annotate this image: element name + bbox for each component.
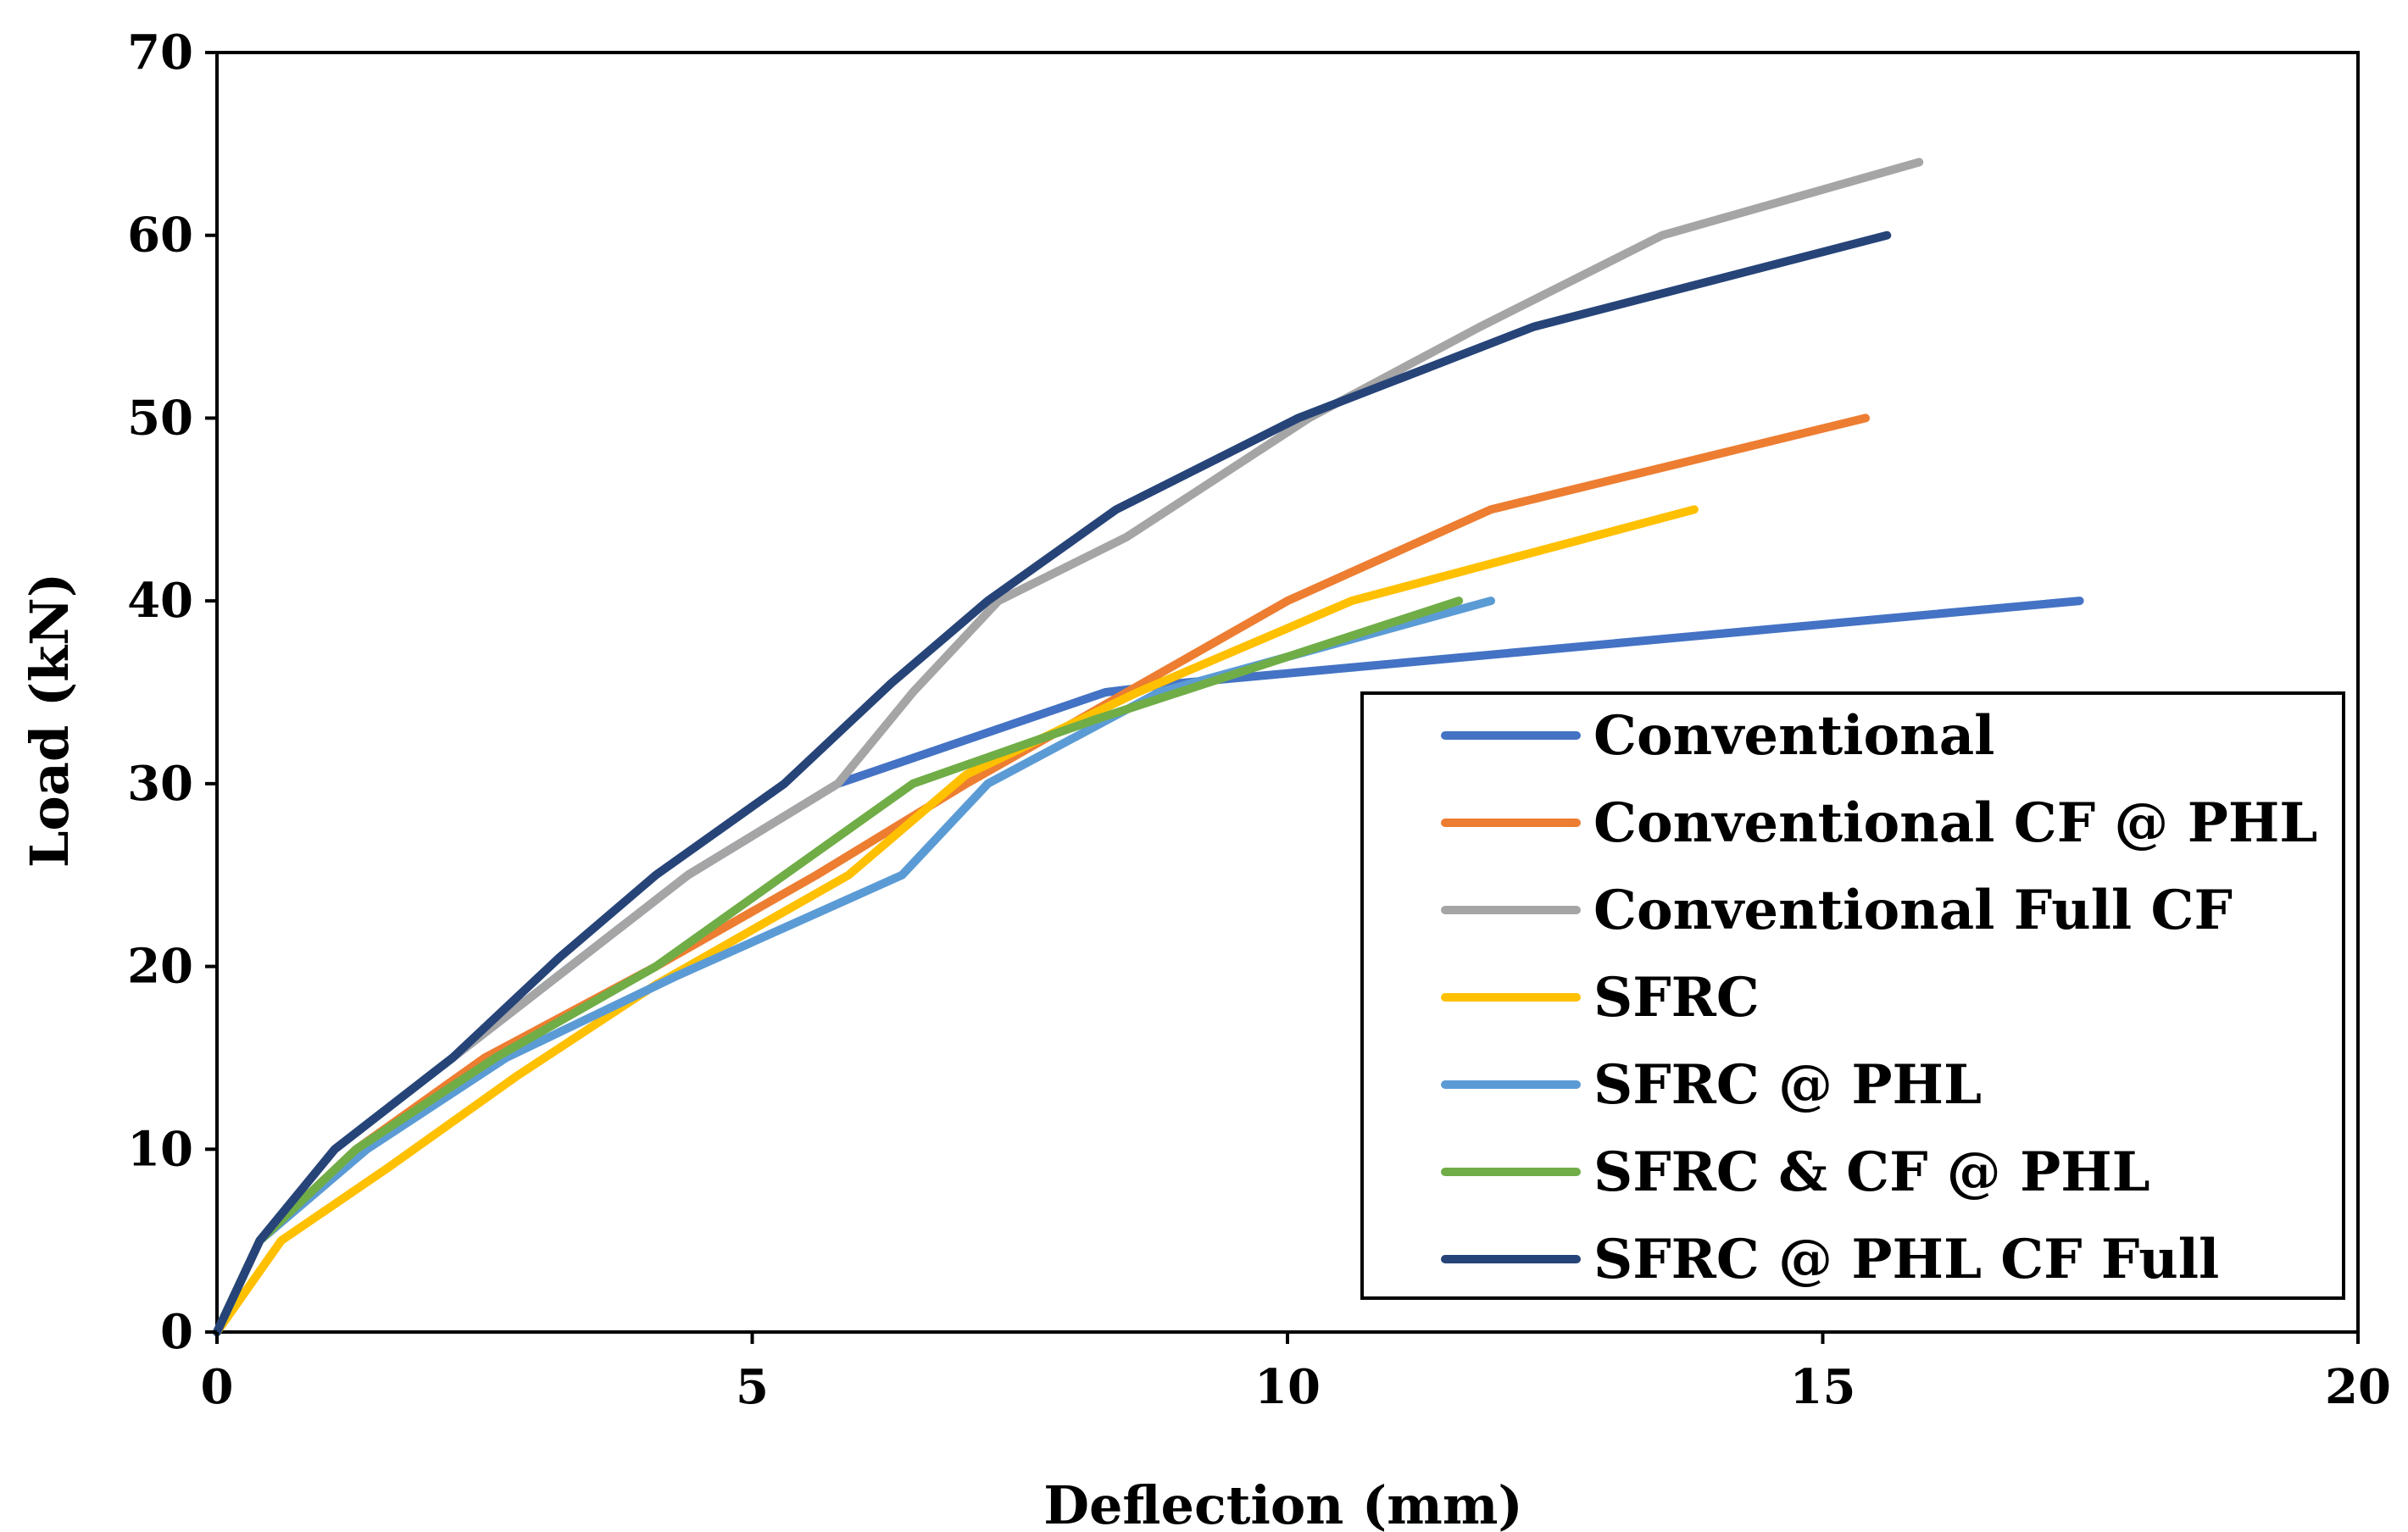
series-layer [213,158,2084,1336]
x-tick-label: 15 [1790,1359,1856,1415]
legend-label: SFRC [1593,966,1760,1030]
y-tick-label: 30 [127,756,193,812]
legend-label: Conventional Full CF [1593,879,2233,942]
y-tick-label: 70 [127,25,193,80]
legend-label: SFRC & CF @ PHL [1593,1141,2150,1204]
y-tick-label: 10 [127,1121,193,1177]
x-tick-label: 0 [201,1359,234,1415]
legend-label: SFRC @ PHL [1593,1053,1982,1117]
axis-ticks: 0 5 10 15 20 0 10 20 30 40 50 60 70 [127,25,2391,1415]
legend-label: Conventional CF @ PHL [1593,791,2317,855]
y-tick-label: 60 [127,208,193,264]
x-tick-label: 10 [1254,1359,1321,1415]
x-tick-label: 20 [2325,1359,2391,1415]
x-tick-label: 5 [736,1359,769,1415]
legend: Conventional Conventional CF @ PHL Convent… [1360,691,2345,1300]
legend-label: SFRC @ PHL CF Full [1593,1228,2219,1291]
series-line-7 [213,230,1892,1336]
x-axis-label: Deflection (mm) [1043,1474,1523,1532]
series-line-6 [213,597,1464,1336]
y-tick-label: 50 [127,390,193,446]
y-tick-label: 20 [127,939,193,995]
y-tick-label: 40 [127,573,193,629]
y-axis-label: Load (kN) [19,573,81,868]
series-line-4 [213,505,1699,1336]
series-line-5 [213,597,1495,1336]
y-tick-label: 0 [160,1304,193,1360]
legend-label: Conventional [1593,704,1994,768]
